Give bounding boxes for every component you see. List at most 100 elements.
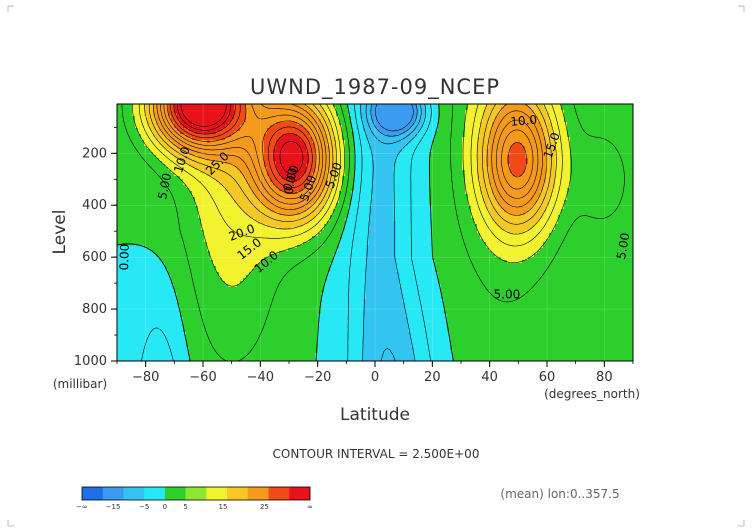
contour-fill-cell (252, 149, 256, 153)
contour-fill-cell (237, 119, 241, 123)
contour-fill-cell (210, 116, 214, 120)
contour-fill-cell (285, 242, 289, 246)
contour-fill-cell (276, 155, 280, 159)
contour-fill-cell (255, 227, 259, 231)
contour-fill-cell (231, 332, 235, 336)
contour-fill-cell (186, 311, 190, 315)
contour-fill-cell (123, 239, 127, 243)
contour-fill-cell (264, 128, 268, 132)
contour-fill-cell (237, 218, 241, 222)
contour-fill-cell (207, 287, 211, 291)
contour-fill-cell (240, 308, 244, 312)
contour-fill-cell (201, 134, 205, 138)
contour-fill-cell (258, 260, 262, 264)
contour-fill-cell (153, 287, 157, 291)
contour-fill-cell (126, 311, 130, 315)
contour-fill-cell (240, 359, 244, 361)
contour-fill-cell (285, 230, 289, 234)
contour-fill-cell (171, 116, 175, 120)
contour-fill-cell (258, 356, 262, 360)
contour-fill-cell (156, 308, 160, 312)
contour-fill-cell (117, 218, 121, 222)
contour-fill-cell (231, 161, 235, 165)
contour-fill-cell (198, 344, 202, 348)
contour-fill-cell (144, 290, 148, 294)
contour-fill-cell (162, 284, 166, 288)
contour-fill-cell (234, 218, 238, 222)
contour-fill-cell (123, 164, 127, 168)
contour-fill-cell (246, 113, 250, 117)
contour-fill-cell (192, 341, 196, 345)
contour-fill-cell (219, 293, 223, 297)
contour-fill-cell (258, 107, 262, 111)
contour-fill-cell (222, 188, 226, 192)
contour-fill-cell (282, 200, 286, 204)
contour-fill-cell (192, 143, 196, 147)
contour-fill-cell (117, 308, 121, 312)
contour-fill-cell (228, 176, 232, 180)
contour-fill-cell (192, 350, 196, 354)
contour-fill-cell (174, 353, 178, 357)
contour-fill-cell (177, 185, 181, 189)
contour-fill-cell (252, 161, 256, 165)
contour-fill-cell (201, 242, 205, 246)
contour-fill-cell (156, 245, 160, 249)
contour-fill-cell (252, 116, 256, 120)
contour-fill-cell (273, 215, 277, 219)
contour-fill-cell (141, 122, 145, 126)
contour-fill-cell (132, 290, 136, 294)
contour-fill-cell (237, 113, 241, 117)
contour-fill-cell (270, 314, 274, 318)
contour-fill-cell (219, 356, 223, 360)
contour-fill-cell (267, 350, 271, 354)
contour-fill-cell (273, 140, 277, 144)
contour-fill-cell (279, 245, 283, 249)
contour-fill-cell (240, 128, 244, 132)
contour-fill-cell (117, 110, 121, 114)
contour-fill-cell (273, 326, 277, 330)
contour-fill-cell (267, 110, 271, 114)
contour-fill-cell (285, 143, 289, 147)
contour-fill-cell (183, 119, 187, 123)
contour-fill-cell (243, 206, 247, 210)
contour-fill-cell (270, 131, 274, 135)
contour-fill-cell (204, 311, 208, 315)
contour-fill-cell (126, 140, 130, 144)
contour-fill-cell (288, 239, 292, 243)
contour-fill-cell (222, 353, 226, 357)
contour-fill-cell (204, 164, 208, 168)
contour-fill-cell (228, 320, 232, 324)
contour-fill-cell (132, 341, 136, 345)
contour-fill-cell (117, 254, 121, 258)
contour-fill-cell (216, 164, 220, 168)
contour-fill-cell (126, 155, 130, 159)
contour-fill-cell (270, 269, 274, 273)
contour-fill-cell (117, 131, 121, 135)
contour-fill-cell (291, 107, 295, 111)
contour-fill-cell (258, 242, 262, 246)
contour-fill-cell (204, 302, 208, 306)
contour-fill-cell (222, 167, 226, 171)
contour-fill-cell (213, 314, 217, 318)
contour-fill-cell (237, 149, 241, 153)
contour-fill-cell (210, 311, 214, 315)
contour-fill-cell (258, 296, 262, 300)
contour-fill-cell (264, 353, 268, 357)
contour-fill-cell (213, 164, 217, 168)
contour-fill-cell (207, 332, 211, 336)
contour-fill-cell (207, 266, 211, 270)
contour-fill-cell (216, 161, 220, 165)
contour-fill-cell (228, 227, 232, 231)
contour-fill-cell (213, 290, 217, 294)
contour-fill-cell (171, 104, 175, 108)
contour-fill-cell (177, 107, 181, 111)
contour-fill-cell (117, 359, 121, 361)
contour-fill-cell (282, 164, 286, 168)
contour-fill-cell (252, 224, 256, 228)
contour-fill-cell (258, 284, 262, 288)
contour-fill-cell (261, 356, 265, 360)
contour-fill-cell (204, 188, 208, 192)
contour-fill-cell (165, 161, 169, 165)
contour-fill-cell (192, 314, 196, 318)
contour-fill-cell (117, 221, 121, 225)
